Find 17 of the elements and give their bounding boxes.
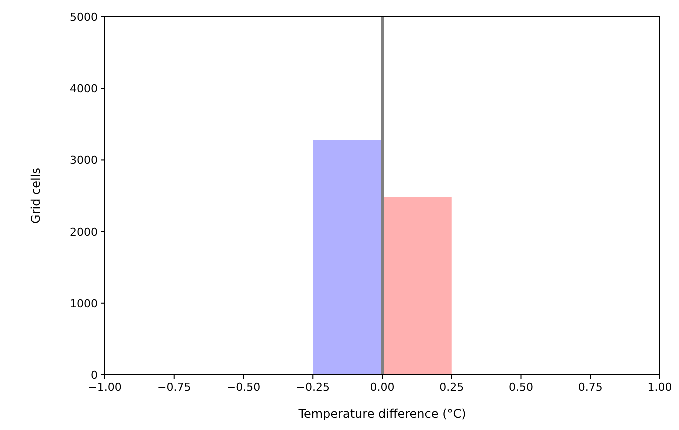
y-tick-label: 3000 [70, 154, 98, 168]
x-tick-label: 0.50 [509, 381, 534, 394]
x-tick-label: 0.00 [370, 381, 395, 394]
x-tick-label: 0.25 [440, 381, 464, 394]
x-tick-label: −0.75 [158, 381, 192, 394]
x-tick-label: −0.50 [226, 381, 261, 394]
y-axis-title: Grid cells [29, 168, 43, 224]
y-tick-label: 4000 [70, 82, 98, 96]
x-tick-label: −0.25 [296, 381, 330, 394]
x-tick-label: −1.00 [88, 381, 122, 394]
y-tick-label: 0 [91, 369, 98, 382]
y-tick-label: 2000 [70, 226, 98, 239]
x-tick-label: 0.75 [578, 381, 603, 394]
y-tick-label: 5000 [70, 11, 98, 24]
y-tick-label: 1000 [70, 297, 98, 310]
x-tick-label: 1.00 [648, 381, 672, 394]
x-axis-title: Temperature difference (°C) [298, 407, 466, 421]
